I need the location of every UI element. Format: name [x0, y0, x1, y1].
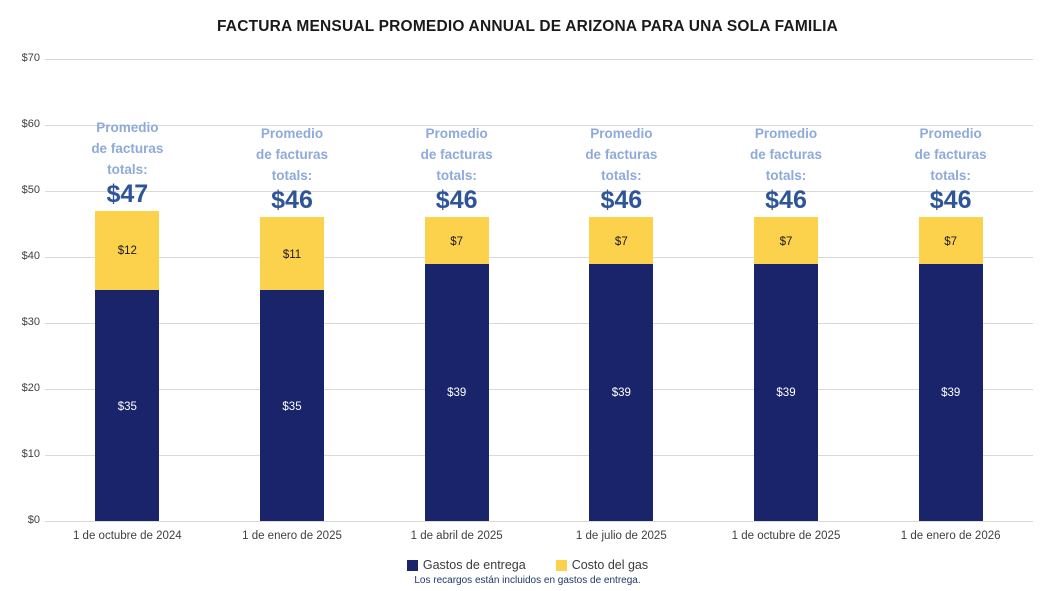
bar-value-label-delivery: $39 — [941, 387, 961, 400]
y-axis-tick-label: $10 — [21, 448, 40, 460]
annotation-line: totals: — [765, 168, 807, 184]
bar-segment-gastos-de-entrega — [95, 290, 160, 521]
bar-segment-gastos-de-entrega — [260, 290, 324, 521]
total-value-label: $46 — [271, 186, 313, 215]
total-value-label: $46 — [435, 186, 478, 215]
bar-value-label-delivery: $35 — [117, 400, 137, 413]
bar-segment-costo-del-gas — [424, 217, 489, 264]
annotation-line: de facturas — [255, 147, 329, 163]
bar-value-label-gas: $7 — [944, 235, 958, 248]
bar-value-label-delivery: $39 — [447, 387, 467, 400]
annotation-line: Promedio — [590, 126, 653, 142]
gridline-40 — [45, 256, 1033, 258]
bar-value-label-delivery: $39 — [611, 387, 631, 400]
bar-segment-costo-del-gas — [589, 217, 654, 264]
legend-swatch-icon — [406, 559, 418, 571]
gridline-60 — [45, 124, 1033, 126]
bar-value-label-gas: $12 — [117, 245, 137, 258]
annotation-line: totals: — [930, 168, 971, 184]
annotation-line: de facturas — [585, 147, 658, 163]
bar-segment-costo-del-gas — [95, 210, 160, 290]
x-axis-category-label: 1 de octubre de 2025 — [731, 530, 841, 542]
annotation-line: Promedio — [425, 126, 488, 142]
annotation-line: Promedio — [96, 119, 159, 135]
total-value-label: $46 — [600, 186, 643, 215]
plot-area: $35 $12 Promedio de facturas totals: $47 $35 $1… — [45, 58, 1033, 522]
gridline-20 — [45, 388, 1033, 390]
y-axis-tick-label: $30 — [21, 316, 40, 328]
total-annotation: Promedio de facturas totals: $46 — [541, 123, 701, 214]
bar-segment-gastos-de-entrega — [754, 263, 818, 521]
x-axis-category-label: 1 de abril de 2025 — [410, 530, 503, 542]
x-axis-category-label: 1 de enero de 2026 — [900, 530, 1001, 542]
y-axis-tick-label: $0 — [27, 514, 40, 526]
annotation-line: de facturas — [420, 147, 493, 163]
bar-value-label-gas: $7 — [450, 235, 464, 248]
chart-title: FACTURA MENSUAL PROMEDIO ANNUAL DE ARIZO… — [216, 18, 839, 35]
legend-item-costo-del-gas: Costo del gas — [555, 558, 649, 572]
bar-segment-gastos-de-entrega — [424, 263, 489, 521]
bar-segment-gastos-de-entrega — [918, 263, 983, 521]
x-axis-category-label: 1 de julio de 2025 — [575, 530, 667, 542]
gridline-0 — [45, 520, 1033, 522]
total-annotation: Promedio de facturas totals: $46 — [871, 123, 1031, 214]
legend-swatch-icon — [555, 559, 567, 571]
total-annotation: Promedio de facturas totals: $46 — [706, 123, 866, 214]
total-annotation: Promedio de facturas totals: $46 — [377, 123, 537, 214]
annotation-line: Promedio — [919, 126, 982, 142]
gridline-30 — [45, 322, 1033, 324]
annotation-line: Promedio — [260, 126, 324, 142]
bar-value-label-gas: $11 — [282, 248, 302, 261]
total-annotation: Promedio de facturas totals: $47 — [47, 117, 207, 208]
gridline-50 — [45, 190, 1033, 192]
legend-label: Gastos de entrega — [422, 558, 526, 572]
bar-segment-costo-del-gas — [260, 217, 324, 290]
gridline-70 — [45, 58, 1033, 60]
annotation-line: de facturas — [914, 147, 987, 163]
legend-item-gastos-de-entrega: Gastos de entrega — [406, 558, 526, 572]
x-axis-category-label: 1 de enero de 2025 — [242, 530, 342, 542]
y-axis-tick-label: $20 — [21, 382, 40, 394]
total-annotation: Promedio de facturas totals: $46 — [212, 123, 372, 214]
annotation-line: totals: — [271, 168, 313, 184]
y-axis-tick-label: $50 — [21, 184, 40, 196]
legend-label: Costo del gas — [571, 558, 649, 572]
total-value-label: $46 — [765, 186, 807, 215]
bar-value-label-delivery: $35 — [282, 400, 302, 413]
x-axis-category-label: 1 de octubre de 2024 — [72, 530, 182, 542]
bar-value-label-delivery: $39 — [776, 387, 796, 400]
bar-value-label-gas: $7 — [614, 235, 628, 248]
bar-value-label-gas: $7 — [779, 235, 793, 248]
gridline-10 — [45, 454, 1033, 456]
total-value-label: $46 — [929, 186, 972, 215]
annotation-line: totals: — [601, 168, 642, 184]
total-value-label: $47 — [106, 179, 149, 208]
legend: Gastos de entrega Costo del gas — [0, 558, 1055, 572]
annotation-line: Promedio — [754, 126, 818, 142]
bar-segment-gastos-de-entrega — [589, 263, 654, 521]
annotation-line: totals: — [107, 161, 148, 177]
annotation-line: totals: — [436, 168, 477, 184]
bar-segment-costo-del-gas — [918, 217, 983, 264]
y-axis-tick-label: $40 — [21, 250, 40, 262]
annotation-line: de facturas — [91, 140, 164, 156]
annotation-line: de facturas — [749, 147, 823, 163]
chart-footnote: Los recargos están incluidos en gastos d… — [414, 575, 641, 586]
y-axis-tick-label: $60 — [21, 118, 40, 130]
y-axis-tick-label: $70 — [21, 52, 40, 64]
bar-segment-costo-del-gas — [754, 217, 818, 264]
